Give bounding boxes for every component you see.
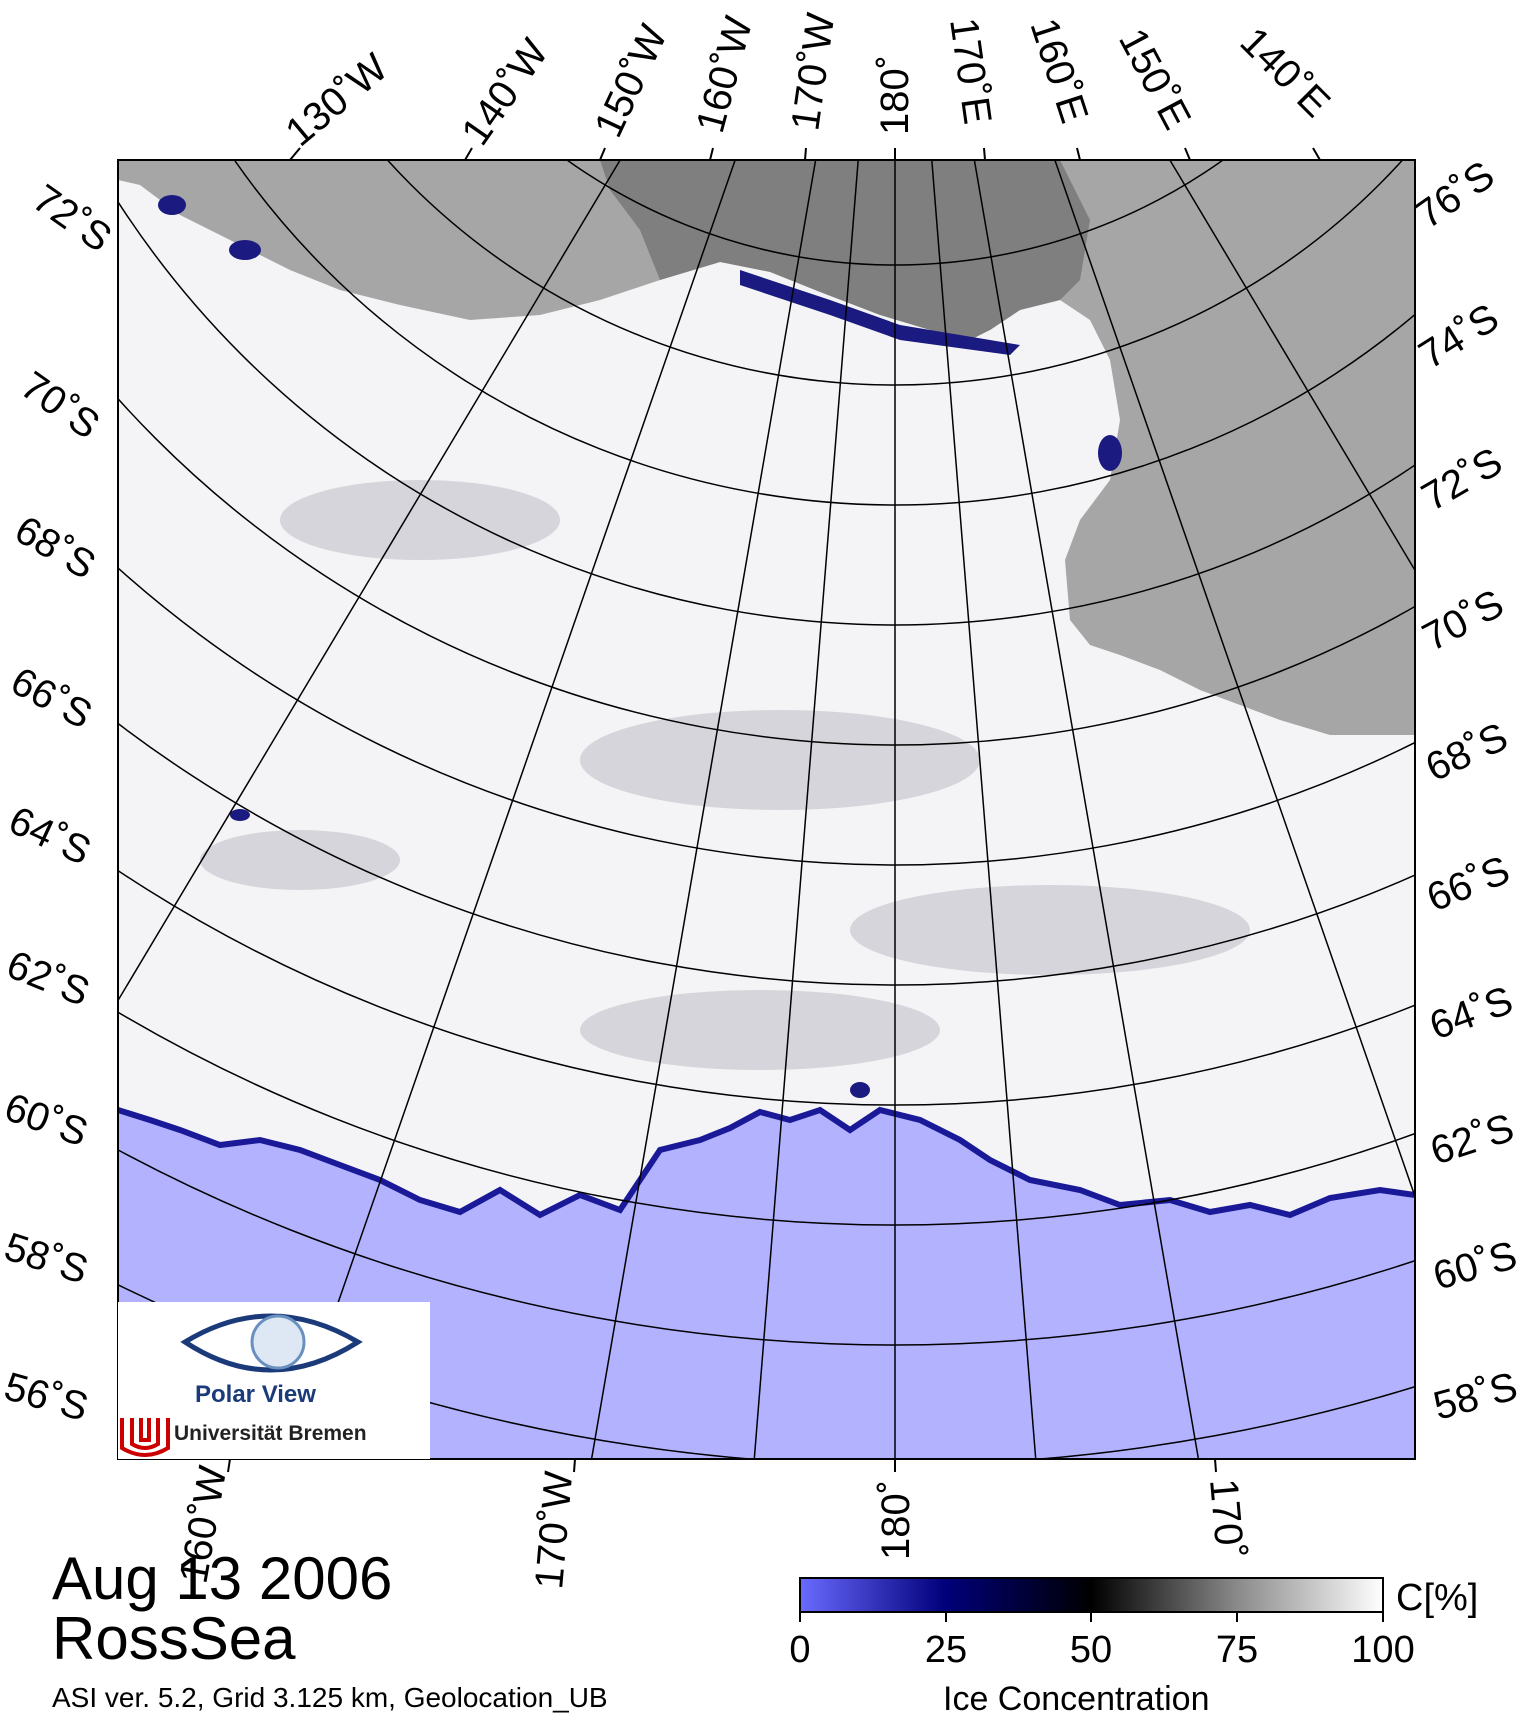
lat-label: 66˚S <box>4 659 99 738</box>
lon-label: 150˚E <box>1110 22 1199 137</box>
lat-label: 64˚S <box>2 798 97 874</box>
lat-label: 62˚S <box>1425 1106 1519 1174</box>
low-concentration-spots <box>158 195 1122 1098</box>
lat-label: 58˚S <box>0 1225 93 1293</box>
lat-label: 74˚S <box>1411 296 1506 378</box>
left-latitude-labels: 72˚S 70˚S 68˚S 66˚S 64˚S 62˚S 60˚S 58˚S … <box>0 176 119 1430</box>
lat-label: 70˚S <box>13 363 107 448</box>
top-longitude-labels: 130˚W 140˚W 150˚W 160˚W 170˚W 180˚ 170˚E… <box>278 10 1339 155</box>
map-frame <box>117 159 1416 1460</box>
lon-label: 140˚W <box>453 31 557 153</box>
lat-label: 72˚S <box>25 176 119 261</box>
lat-label: 56˚S <box>0 1364 93 1430</box>
lon-label: 140˚E <box>1232 19 1339 126</box>
lon-label: 170˚W <box>783 10 843 133</box>
lon-label: 150˚W <box>586 18 676 144</box>
colorbar-tick: 75 <box>1216 1629 1258 1671</box>
lat-label: 68˚S <box>1419 715 1514 791</box>
colorbar: 0 25 50 75 100 C[%] <box>789 1577 1478 1671</box>
lat-label: 76˚S <box>1408 153 1502 238</box>
frame-ticks <box>227 147 1321 1473</box>
lat-label: 72˚S <box>1415 439 1510 519</box>
lon-label: 180˚ <box>874 1480 918 1560</box>
ice-edge-line <box>118 1106 1415 1219</box>
lat-label: 60˚S <box>0 1085 93 1155</box>
lon-label: 170˚ <box>1201 1477 1252 1561</box>
colorbar-title: Ice Concentration <box>943 1680 1210 1718</box>
lat-label: 70˚S <box>1416 581 1511 660</box>
lat-label: 60˚S <box>1428 1233 1521 1299</box>
lon-label: 170˚E <box>941 15 999 127</box>
land-mass <box>118 160 1415 735</box>
lat-label: 66˚S <box>1421 848 1516 920</box>
date-title: Aug 13 2006 <box>52 1545 393 1612</box>
lon-label: 170˚W <box>527 1469 581 1590</box>
lat-label: 62˚S <box>1 943 96 1015</box>
region-title: RossSea <box>52 1605 296 1672</box>
ice-shelf <box>600 160 1090 345</box>
ice-texture <box>200 480 1250 1070</box>
right-latitude-labels: 76˚S 74˚S 72˚S 70˚S 68˚S 66˚S 64˚S 62˚S … <box>1408 153 1522 1429</box>
logo-title: Polar View <box>195 1381 316 1408</box>
eye-icon <box>180 1313 363 1373</box>
lon-label: 160˚W <box>688 12 761 137</box>
colorbar-tick: 0 <box>789 1629 810 1671</box>
globe-icon <box>250 1314 306 1370</box>
logo-subtitle: Universität Bremen <box>174 1422 367 1445</box>
colorbar-unit-label: C[%] <box>1396 1577 1478 1619</box>
lat-label: 58˚S <box>1429 1364 1522 1428</box>
lat-label: 64˚S <box>1424 978 1518 1048</box>
lon-label: 160˚E <box>1021 13 1096 128</box>
lon-label: 130˚W <box>278 45 397 155</box>
bottom-longitude-labels: 160˚W 170˚W 180˚ 170˚ <box>172 1463 1252 1591</box>
colorbar-tick: 50 <box>1070 1629 1112 1671</box>
credits-text: ASI ver. 5.2, Grid 3.125 km, Geolocation… <box>52 1682 608 1713</box>
logo-panel: Polar View Universität Bremen <box>118 1302 430 1459</box>
colorbar-tick: 100 <box>1351 1629 1414 1671</box>
colorbar-gradient <box>799 1577 1384 1613</box>
lon-label: 180˚ <box>873 55 917 135</box>
lat-label: 68˚S <box>8 508 103 588</box>
colorbar-tick: 25 <box>925 1629 967 1671</box>
university-logo-icon <box>120 1418 170 1457</box>
